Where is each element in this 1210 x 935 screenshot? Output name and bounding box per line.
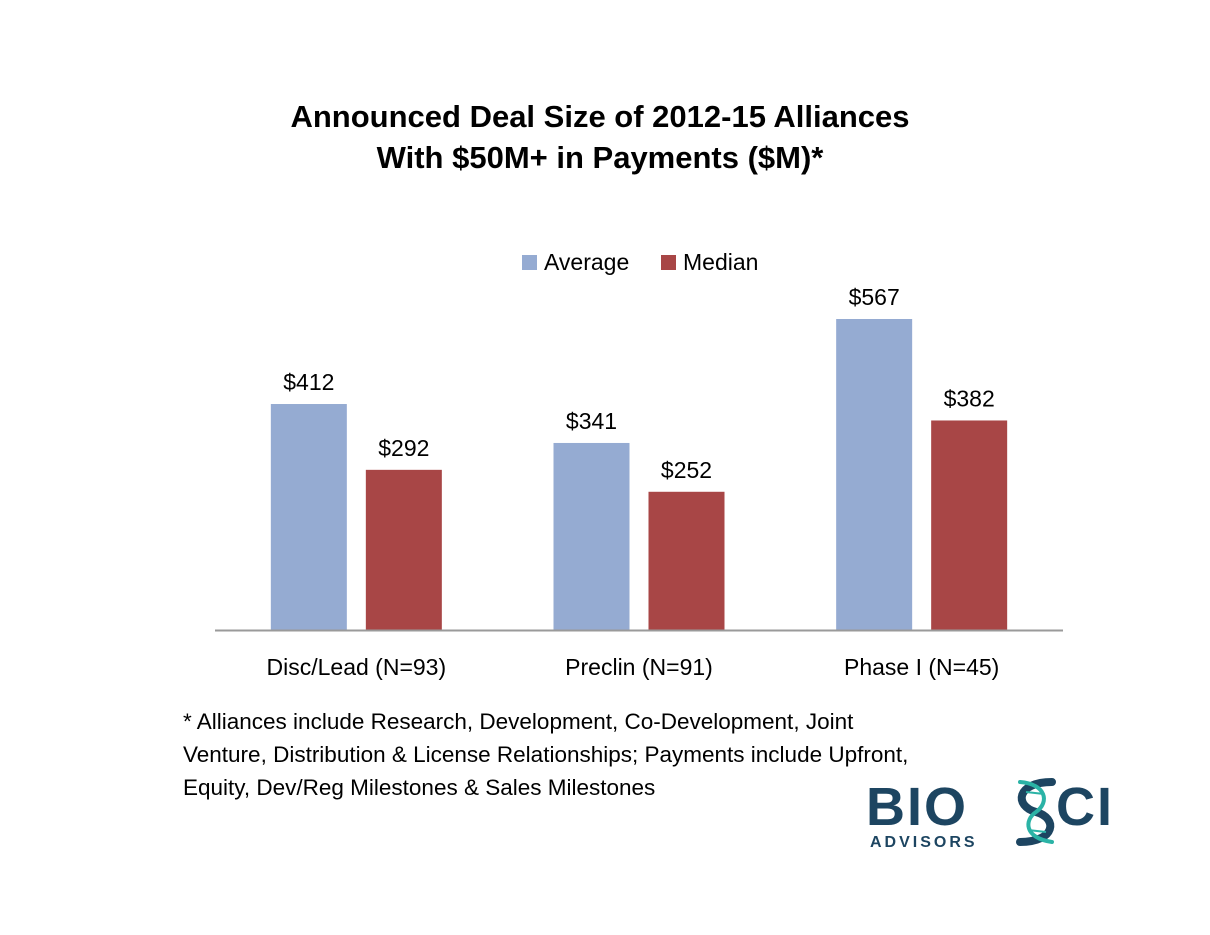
legend-swatch-median xyxy=(661,255,676,270)
footnote-line-3: Equity, Dev/Reg Milestones & Sales Miles… xyxy=(183,775,656,800)
x-tick-label-1: Preclin (N=91) xyxy=(565,654,713,680)
data-label-median-2: $382 xyxy=(944,385,995,411)
logo-subtitle: ADVISORS xyxy=(870,834,978,851)
data-label-median-1: $252 xyxy=(661,457,712,483)
chart-title-line-2: With $50M+ in Payments ($M)* xyxy=(376,140,824,175)
data-label-average-0: $412 xyxy=(283,369,334,395)
footnote: * Alliances include Research, Developmen… xyxy=(183,705,1043,804)
x-tick-label-0: Disc/Lead (N=93) xyxy=(267,654,447,680)
x-tick-label-2: Phase I (N=45) xyxy=(844,654,999,680)
data-label-median-0: $292 xyxy=(378,435,429,461)
footnote-line-1: * Alliances include Research, Developmen… xyxy=(183,709,854,734)
bar-median-0 xyxy=(365,469,442,630)
bar-median-1 xyxy=(648,491,725,630)
data-label-average-1: $341 xyxy=(566,408,617,434)
data-label-average-2: $567 xyxy=(849,284,900,310)
dna-helix-icon xyxy=(1016,778,1056,846)
chart-title-line-1: Announced Deal Size of 2012-15 Alliances xyxy=(290,99,910,134)
bar-chart: $412 $292 Disc/Lead (N=93) $341 $252 Preclin … xyxy=(215,249,1063,680)
logo-text-bio: BIO xyxy=(866,777,969,837)
chart-title: Announced Deal Size of 2012-15 Alliances… xyxy=(0,96,1200,178)
bar-average-2 xyxy=(836,319,913,630)
legend-label-median: Median xyxy=(683,249,758,275)
footnote-line-2: Venture, Distribution & License Relation… xyxy=(183,742,909,767)
bar-average-0 xyxy=(270,404,347,630)
legend-label-average: Average xyxy=(544,249,629,275)
bar-average-1 xyxy=(553,442,630,630)
legend-swatch-average xyxy=(522,255,537,270)
logo-text-ci: CI xyxy=(1056,777,1114,837)
bar-median-2 xyxy=(931,420,1008,630)
bioscі-advisors-logo: BIO CI ADVISORS xyxy=(866,776,1116,856)
